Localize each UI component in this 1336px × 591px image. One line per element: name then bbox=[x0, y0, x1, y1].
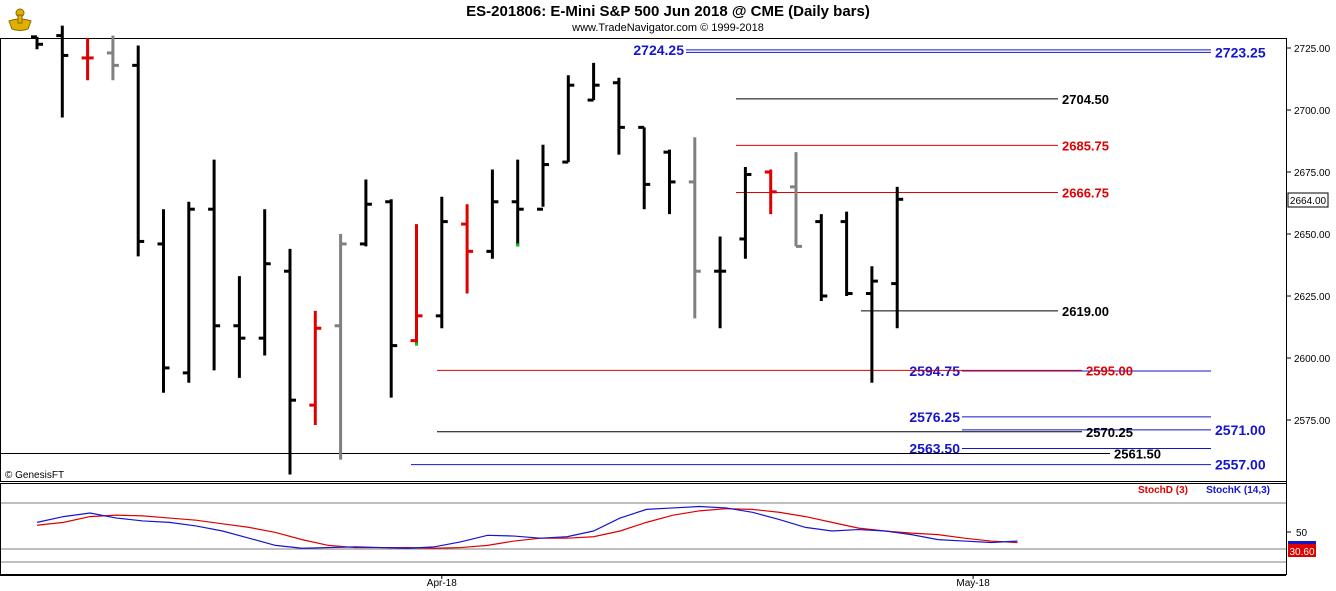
ohlc-bar bbox=[435, 196, 448, 329]
y-tick-label: 2600.00 bbox=[1294, 354, 1331, 365]
ohlc-bar bbox=[486, 169, 499, 259]
ohlc-bar bbox=[587, 62, 600, 102]
ohlc-bar bbox=[31, 35, 43, 50]
level-label-2570.25: 2570.25 bbox=[1086, 425, 1133, 440]
y-tick-label: 2700.00 bbox=[1294, 106, 1331, 117]
ohlc-bar bbox=[815, 214, 828, 301]
ohlc-bar bbox=[258, 209, 271, 356]
level-label-2557.00: 2557.00 bbox=[1215, 457, 1266, 473]
ohlc-bar bbox=[461, 204, 474, 294]
copyright-label: © GenesisFT bbox=[5, 470, 64, 481]
level-label-2619.00: 2619.00 bbox=[1062, 304, 1109, 319]
price-axis: 2725.00 2700.00 2675.00 2650.00 2625.00 2600.… bbox=[1286, 44, 1331, 427]
level-label-2666.75: 2666.75 bbox=[1062, 185, 1109, 200]
ohlc-bar bbox=[359, 179, 372, 247]
stoch-series-1 bbox=[36, 505, 1018, 549]
last-price-box bbox=[1287, 192, 1329, 208]
ohlc-bar bbox=[385, 199, 398, 398]
y-tick-label: 2675.00 bbox=[1294, 168, 1331, 179]
ohlc-bar bbox=[865, 266, 878, 383]
ohlc-bar bbox=[714, 236, 727, 329]
level-label-2704.50: 2704.50 bbox=[1062, 92, 1109, 107]
ohlc-bar bbox=[410, 224, 423, 346]
ohlc-bar bbox=[511, 159, 524, 247]
ohlc-bar bbox=[739, 167, 752, 259]
stochastic-lines: 50 bbox=[0, 502, 1308, 563]
ohlc-bar bbox=[284, 248, 296, 475]
level-label-2571.00: 2571.00 bbox=[1215, 422, 1266, 438]
stoch-tick-label: 50 bbox=[1296, 528, 1308, 539]
ohlc-bar bbox=[638, 125, 651, 210]
ohlc-bar bbox=[663, 149, 676, 215]
ohlc-bar bbox=[233, 276, 246, 378]
ohlc-bar bbox=[157, 209, 170, 393]
chart-header: ES-201806: E-Mini S&P 500 Jun 2018 @ CME… bbox=[0, 0, 1336, 38]
ohlc-bar bbox=[309, 310, 322, 425]
ohlc-bar bbox=[764, 169, 777, 215]
ohlc-bar bbox=[56, 25, 69, 118]
ohlc-bar bbox=[208, 159, 221, 371]
ohlc-bar bbox=[891, 186, 904, 329]
ohlc-bar bbox=[840, 211, 853, 296]
ohlc-bar bbox=[132, 45, 145, 257]
level-label-2561.50: 2561.50 bbox=[1114, 446, 1161, 461]
level-label-2723.25: 2723.25 bbox=[1215, 44, 1266, 60]
level-label-2594.75: 2594.75 bbox=[909, 363, 960, 379]
ohlc-bar bbox=[688, 137, 701, 319]
ohlc-bar bbox=[562, 75, 575, 164]
stochd-last-box bbox=[1288, 544, 1316, 557]
y-tick-label: 2650.00 bbox=[1294, 230, 1331, 241]
level-label-2563.50: 2563.50 bbox=[909, 441, 960, 457]
ohlc-bar bbox=[182, 201, 195, 383]
stochd-legend: StochD (3) bbox=[1138, 485, 1188, 496]
price-bars bbox=[31, 25, 904, 475]
x-tick-label: May-18 bbox=[956, 578, 990, 589]
x-tick-label: Apr-18 bbox=[427, 578, 457, 589]
stoch-last-value: 30.60 bbox=[1289, 547, 1314, 558]
level-label-2685.75: 2685.75 bbox=[1062, 138, 1109, 153]
level-label-2595.00: 2595.00 bbox=[1086, 363, 1133, 378]
chart-title: ES-201806: E-Mini S&P 500 Jun 2018 @ CME… bbox=[466, 3, 870, 20]
y-tick-label: 2625.00 bbox=[1294, 292, 1331, 303]
last-price-label: 2664.00 bbox=[1290, 196, 1327, 207]
ohlc-bar bbox=[790, 152, 802, 248]
stochk-legend: StochK (14,3) bbox=[1206, 485, 1270, 496]
level-label-2724.25: 2724.25 bbox=[633, 42, 684, 58]
trade-navigator-logo-icon bbox=[8, 8, 32, 31]
ohlc-bar bbox=[334, 234, 347, 460]
chart-subtitle: www.TradeNavigator.com © 1999-2018 bbox=[572, 22, 764, 34]
y-tick-label: 2575.00 bbox=[1294, 416, 1331, 427]
ohlc-bar bbox=[106, 35, 119, 81]
stoch-series-0 bbox=[36, 508, 1018, 549]
ohlc-bar bbox=[537, 144, 549, 211]
stochastic-pane bbox=[0, 483, 1287, 575]
price-levels: 2723.25 2724.25 2704.50 2685.75 2666.75 2619.… bbox=[0, 42, 1266, 473]
ohlc-bar bbox=[612, 77, 625, 155]
level-label-2576.25: 2576.25 bbox=[909, 409, 960, 425]
ohlc-bar bbox=[81, 38, 94, 81]
y-tick-label: 2725.00 bbox=[1294, 44, 1331, 55]
date-axis: Apr-18 May-18 bbox=[427, 575, 990, 589]
